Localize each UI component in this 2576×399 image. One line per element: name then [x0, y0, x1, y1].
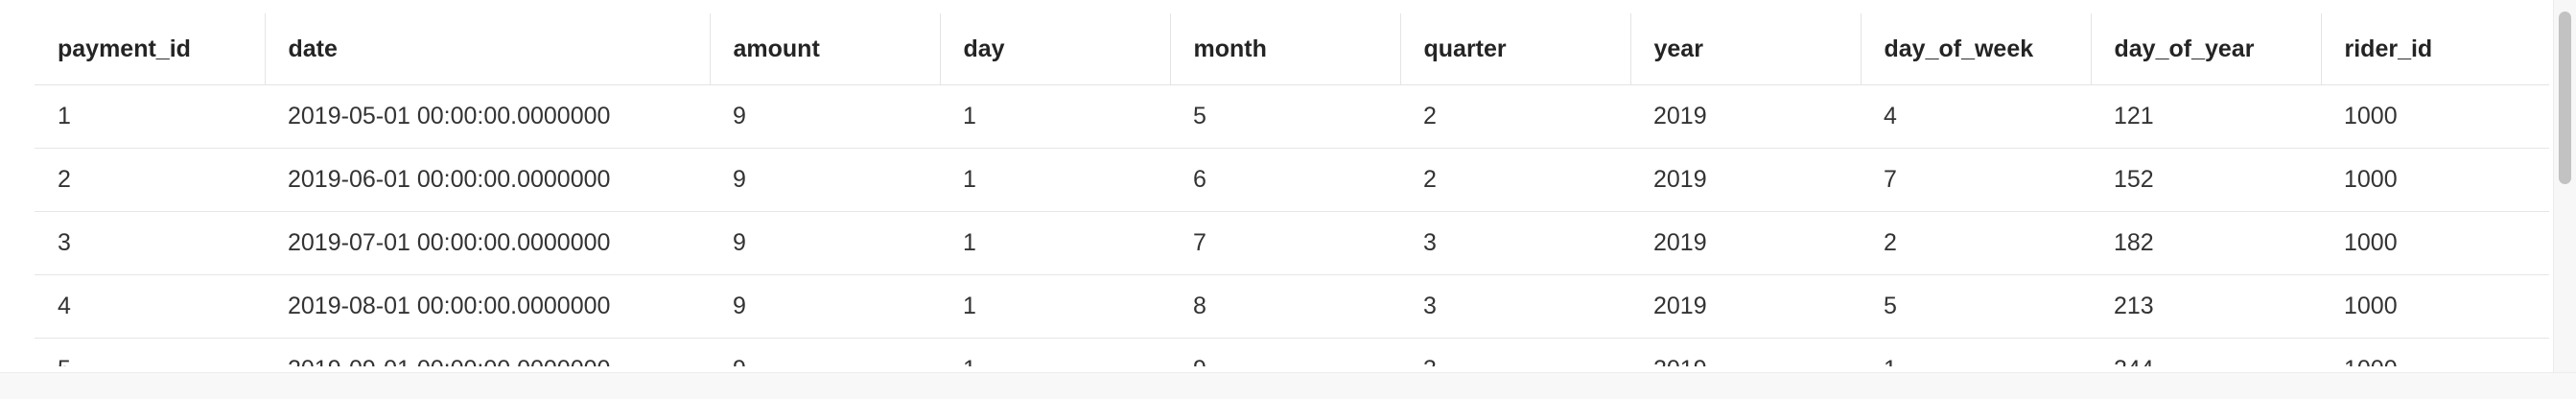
cell-payment-id[interactable]: 2 [35, 148, 265, 212]
results-grid: payment_id date amount day month quarter… [35, 13, 2549, 366]
column-header-quarter[interactable]: quarter [1400, 13, 1631, 85]
cell-day[interactable]: 1 [940, 339, 1170, 366]
cell-rider-id[interactable]: 1000 [2321, 148, 2549, 212]
column-header-rider-id[interactable]: rider_id [2321, 13, 2549, 85]
cell-day-of-year[interactable]: 121 [2091, 84, 2321, 149]
vertical-scrollbar[interactable] [2553, 0, 2576, 372]
column-header-payment-id[interactable]: payment_id [35, 13, 266, 85]
cell-day-of-year[interactable]: 244 [2091, 339, 2321, 366]
cell-year[interactable]: 2019 [1630, 274, 1861, 339]
cell-quarter[interactable]: 3 [1400, 211, 1630, 275]
cell-amount[interactable]: 9 [710, 274, 940, 339]
cell-day-of-week[interactable]: 1 [1861, 339, 2091, 366]
cell-day[interactable]: 1 [940, 211, 1170, 275]
cell-day-of-year[interactable]: 152 [2091, 148, 2321, 212]
cell-year[interactable]: 2019 [1630, 148, 1861, 212]
cell-rider-id[interactable]: 1000 [2321, 211, 2549, 275]
cell-payment-id[interactable]: 3 [35, 211, 265, 275]
cell-rider-id[interactable]: 1000 [2321, 84, 2549, 149]
cell-amount[interactable]: 9 [710, 339, 940, 366]
cell-quarter[interactable]: 3 [1400, 274, 1630, 339]
cell-month[interactable]: 7 [1170, 211, 1400, 275]
vertical-scroll-thumb[interactable] [2559, 12, 2571, 184]
cell-quarter[interactable]: 2 [1400, 148, 1630, 212]
cell-day-of-year[interactable]: 182 [2091, 211, 2321, 275]
cell-payment-id[interactable]: 1 [35, 84, 265, 149]
column-header-day[interactable]: day [940, 13, 1171, 85]
cell-month[interactable]: 6 [1170, 148, 1400, 212]
cell-year[interactable]: 2019 [1630, 211, 1861, 275]
cell-payment-id[interactable]: 5 [35, 339, 265, 366]
column-header-amount[interactable]: amount [710, 13, 941, 85]
cell-rider-id[interactable]: 1000 [2321, 274, 2549, 339]
cell-date[interactable]: 2019-06-01 00:00:00.0000000 [265, 148, 710, 212]
header-row: payment_id date amount day month quarter… [35, 13, 2549, 85]
column-header-date[interactable]: date [265, 13, 711, 85]
cell-date[interactable]: 2019-08-01 00:00:00.0000000 [265, 274, 710, 339]
cell-day[interactable]: 1 [940, 84, 1170, 149]
cell-day-of-week[interactable]: 5 [1861, 274, 2091, 339]
cell-amount[interactable]: 9 [710, 211, 940, 275]
cell-day-of-week[interactable]: 2 [1861, 211, 2091, 275]
table-body: 1 2019-05-01 00:00:00.0000000 9 1 5 2 20… [35, 84, 2549, 366]
cell-quarter[interactable]: 2 [1400, 84, 1630, 149]
table-row[interactable]: 3 2019-07-01 00:00:00.0000000 9 1 7 3 20… [35, 211, 2549, 275]
cell-year[interactable]: 2019 [1630, 84, 1861, 149]
cell-payment-id[interactable]: 4 [35, 274, 265, 339]
cell-date[interactable]: 2019-07-01 00:00:00.0000000 [265, 211, 710, 275]
cell-day-of-week[interactable]: 7 [1861, 148, 2091, 212]
column-header-month[interactable]: month [1170, 13, 1401, 85]
column-header-day-of-year[interactable]: day_of_year [2091, 13, 2322, 85]
table-row[interactable]: 5 2019-09-01 00:00:00.0000000 9 1 9 3 20… [35, 339, 2549, 366]
horizontal-scrollbar[interactable] [0, 372, 2576, 399]
cell-year[interactable]: 2019 [1630, 339, 1861, 366]
table-row[interactable]: 4 2019-08-01 00:00:00.0000000 9 1 8 3 20… [35, 274, 2549, 339]
cell-date[interactable]: 2019-09-01 00:00:00.0000000 [265, 339, 710, 366]
cell-amount[interactable]: 9 [710, 84, 940, 149]
cell-day[interactable]: 1 [940, 148, 1170, 212]
cell-day-of-week[interactable]: 4 [1861, 84, 2091, 149]
cell-amount[interactable]: 9 [710, 148, 940, 212]
cell-rider-id[interactable]: 1000 [2321, 339, 2549, 366]
cell-day-of-year[interactable]: 213 [2091, 274, 2321, 339]
cell-month[interactable]: 8 [1170, 274, 1400, 339]
cell-quarter[interactable]: 3 [1400, 339, 1630, 366]
column-header-year[interactable]: year [1630, 13, 1862, 85]
cell-month[interactable]: 5 [1170, 84, 1400, 149]
cell-month[interactable]: 9 [1170, 339, 1400, 366]
table-row[interactable]: 1 2019-05-01 00:00:00.0000000 9 1 5 2 20… [35, 84, 2549, 149]
cell-date[interactable]: 2019-05-01 00:00:00.0000000 [265, 84, 710, 149]
results-table: payment_id date amount day month quarter… [35, 13, 2549, 366]
cell-day[interactable]: 1 [940, 274, 1170, 339]
table-row[interactable]: 2 2019-06-01 00:00:00.0000000 9 1 6 2 20… [35, 148, 2549, 212]
column-header-day-of-week[interactable]: day_of_week [1861, 13, 2092, 85]
table-header: payment_id date amount day month quarter… [35, 13, 2549, 85]
